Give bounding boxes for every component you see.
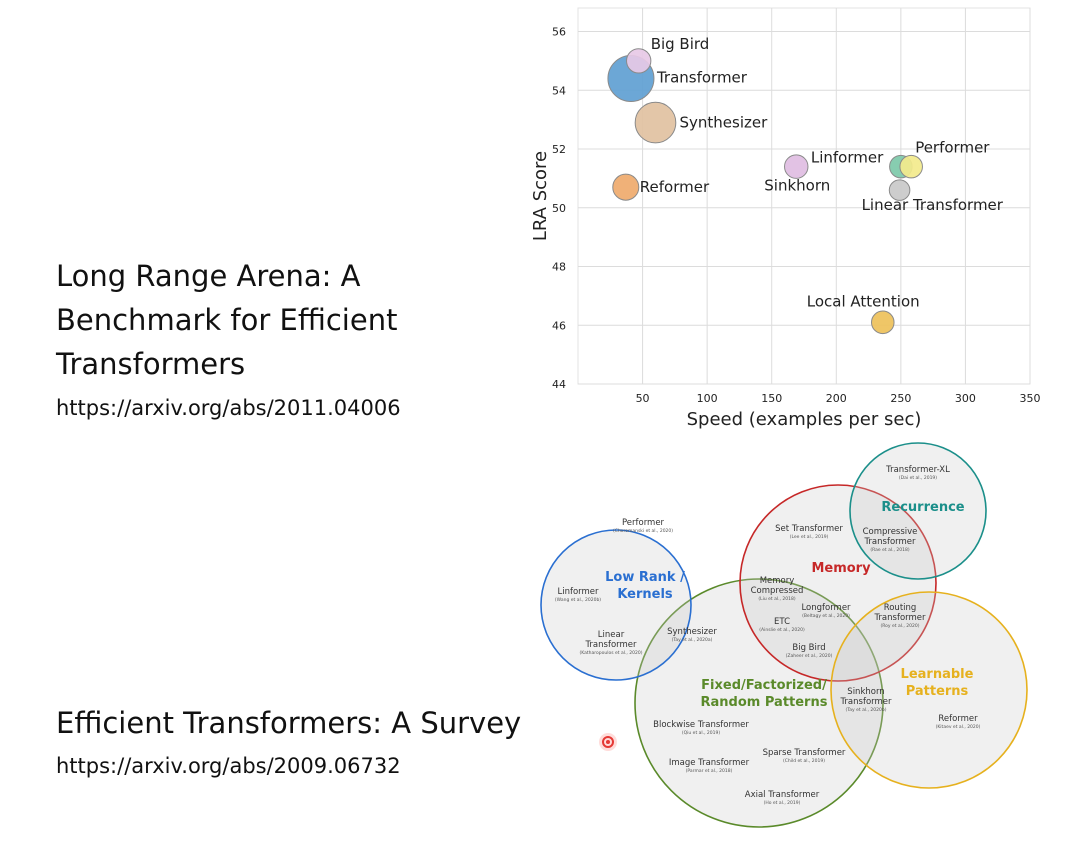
venn-set-title: Low Rank /	[605, 570, 685, 585]
data-label: Transformer	[656, 69, 748, 87]
plot-area	[577, 7, 1031, 385]
venn-item-label: Compressed	[751, 586, 804, 596]
y-axis-label: LRA Score	[530, 151, 551, 241]
y-tick-label: 52	[552, 143, 566, 156]
x-tick-label: 50	[636, 392, 650, 405]
x-tick-label: 200	[826, 392, 847, 405]
venn-item-citation: (Beltagy et al., 2020)	[802, 613, 850, 619]
grid-lines	[578, 8, 1031, 385]
venn-set-circle	[739, 484, 937, 682]
venn-item-label: Transformer	[839, 697, 892, 707]
venn-item-label: Routing	[884, 603, 917, 613]
venn-set-circle	[540, 529, 692, 681]
venn-item-label: Axial Transformer	[745, 790, 820, 800]
paper1-title-line: Benchmark for Efficient	[56, 303, 398, 337]
venn-item-citation: (Parmar et al., 2018)	[686, 768, 733, 774]
venn-set-circle	[849, 442, 987, 580]
data-point	[871, 310, 895, 335]
venn-item-citation: (Kitaev et al., 2020)	[936, 724, 981, 730]
paper1-title: Long Range Arena: A Benchmark for Effici…	[56, 254, 496, 386]
data-label: Synthesizer	[679, 114, 768, 132]
data-label: Performer	[915, 139, 990, 157]
paper2-url: https://arxiv.org/abs/2009.06732	[56, 754, 401, 778]
y-tick-label: 54	[552, 84, 566, 97]
venn-item-citation: (Tay et al., 2020b)	[846, 707, 887, 713]
data-point	[612, 173, 640, 201]
data-label: Sinkhorn	[764, 177, 830, 195]
paper1-title-line: Transformers	[56, 347, 246, 381]
venn-item-label: Big Bird	[792, 643, 825, 653]
venn-item-citation: (Child et al., 2019)	[783, 758, 825, 764]
venn-item-label: Synthesizer	[667, 627, 717, 637]
data-point	[784, 154, 809, 179]
venn-item-citation: (Liu et al., 2018)	[758, 596, 796, 602]
venn-set-title: Random Patterns	[701, 695, 828, 710]
venn-set-circle	[634, 578, 884, 828]
data-point	[634, 101, 677, 144]
venn-item-label: Longformer	[801, 603, 851, 613]
data-label: Big Bird	[651, 35, 710, 53]
venn-item-label: ETC	[774, 617, 790, 627]
venn-item-citation: (Choromanski et al., 2020)	[613, 528, 673, 534]
y-tick-label: 44	[552, 378, 566, 391]
venn-item-citation: (Qiu et al., 2019)	[682, 730, 721, 736]
venn-set-title: Memory	[811, 561, 871, 576]
y-tick-label: 48	[552, 261, 566, 274]
venn-item-label: Linear	[598, 630, 625, 640]
venn-item-label: Memory	[760, 576, 795, 586]
data-point	[888, 179, 911, 201]
paper1-title-line: Long Range Arena: A	[56, 259, 361, 293]
venn-set-title: Kernels	[617, 587, 673, 602]
venn-item-citation: (Rae et al., 2018)	[870, 547, 909, 553]
venn-item-citation: (Zaheer et al., 2020)	[786, 653, 833, 659]
y-tick-label: 56	[552, 26, 566, 39]
venn-set-circle	[830, 591, 1028, 789]
venn-item-citation: (Tay et al., 2020a)	[672, 637, 713, 643]
data-label: Reformer	[640, 178, 710, 196]
venn-item-citation: (Ainslie et al., 2020)	[759, 627, 805, 633]
y-tick-label: 46	[552, 319, 566, 332]
venn-set-title: Recurrence	[881, 500, 964, 515]
venn-item-label: Transformer	[873, 613, 926, 623]
venn-item-label: Sparse Transformer	[763, 748, 846, 758]
venn-item-label: Reformer	[938, 714, 978, 724]
venn-item-citation: (Roy et al., 2020)	[881, 623, 920, 629]
venn-item-citation: (Ho et al., 2019)	[764, 800, 801, 806]
venn-item-citation: (Dai et al., 2019)	[899, 475, 937, 481]
data-point	[626, 48, 652, 74]
x-axis-label: Speed (examples per sec)	[687, 409, 922, 430]
x-tick-label: 250	[890, 392, 911, 405]
x-tick-label: 150	[761, 392, 782, 405]
data-label: Linear Transformer	[862, 196, 1004, 214]
data-label: Linformer	[811, 149, 884, 167]
venn-item-label: Set Transformer	[775, 524, 843, 534]
paper2-title: Efficient Transformers: A Survey	[56, 706, 522, 740]
venn-item-label: Transformer	[863, 537, 916, 547]
venn-item-label: Transformer-XL	[885, 465, 950, 475]
y-tick-label: 50	[552, 202, 566, 215]
venn-item-label: Compressive	[863, 527, 918, 537]
venn-set-title: Patterns	[906, 684, 969, 699]
venn-item-label: Blockwise Transformer	[653, 720, 749, 730]
x-tick-label: 300	[955, 392, 976, 405]
venn-item-label: Sinkhorn	[847, 687, 884, 697]
venn-item-citation: (Wang et al., 2020b)	[555, 597, 601, 603]
x-tick-label: 100	[697, 392, 718, 405]
venn-item-label: Performer	[622, 518, 665, 528]
paper1-url: https://arxiv.org/abs/2011.04006	[56, 396, 401, 420]
venn-item-label: Transformer	[584, 640, 637, 650]
data-label: Local Attention	[807, 292, 920, 310]
venn-item-label: Image Transformer	[669, 758, 750, 768]
data-point	[899, 154, 923, 179]
venn-set-title: Fixed/Factorized/	[701, 678, 827, 693]
x-tick-label: 350	[1020, 392, 1041, 405]
venn-item-label: Linformer	[557, 587, 599, 597]
venn-set-title: Learnable	[901, 667, 974, 682]
venn-item-citation: (Lee et al., 2019)	[790, 534, 829, 540]
venn-item-citation: (Katharopoulos et al., 2020)	[580, 650, 643, 656]
